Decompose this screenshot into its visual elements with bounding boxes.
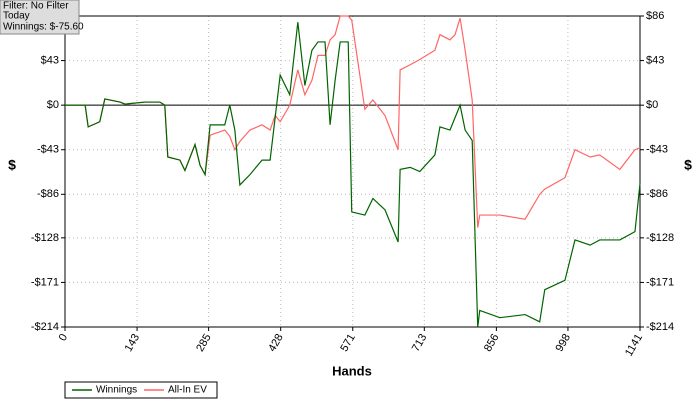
- marks: [65, 15, 641, 328]
- legend-label: All-In EV: [168, 385, 207, 396]
- y-tick-label: $0: [47, 99, 59, 111]
- x-axis-label: Hands: [332, 363, 372, 378]
- info-line: Filter: No Filter: [3, 1, 69, 12]
- y2-tick-label: -$86: [646, 188, 668, 200]
- y-axis-label: $: [8, 157, 16, 173]
- x-tick-label: 0: [57, 332, 70, 343]
- y2-tick-label: -$43: [646, 144, 668, 156]
- y2-tick-label: $43: [646, 54, 664, 66]
- info-box-bg: [0, 0, 80, 35]
- series-line: [65, 22, 641, 328]
- y2-tick-label: -$214: [646, 321, 674, 333]
- info-line: Winnings: $-75.60: [3, 22, 84, 33]
- y-tick-label: $43: [41, 54, 59, 66]
- y-tick-label: -$128: [31, 232, 59, 244]
- y-tick-label: -$214: [31, 321, 59, 333]
- legend-label: Winnings: [96, 385, 137, 396]
- grid: [64, 15, 641, 328]
- y2-tick-label: $86: [646, 10, 664, 22]
- y2-tick-label: -$128: [646, 232, 674, 244]
- legend-box: [64, 381, 218, 399]
- y-tick-label: -$43: [37, 144, 59, 156]
- info-box: Filter: No Filter Today Winnings: $-75.6…: [0, 0, 84, 35]
- y-tick-label: -$171: [31, 276, 59, 288]
- y-tick-label: -$86: [37, 188, 59, 200]
- y2-tick-label: -$171: [646, 276, 674, 288]
- y2-axis-label: $: [684, 157, 692, 173]
- y2-tick-label: $0: [646, 99, 658, 111]
- info-line: Today: [3, 11, 30, 22]
- legend: Winnings All-In EV: [64, 381, 218, 399]
